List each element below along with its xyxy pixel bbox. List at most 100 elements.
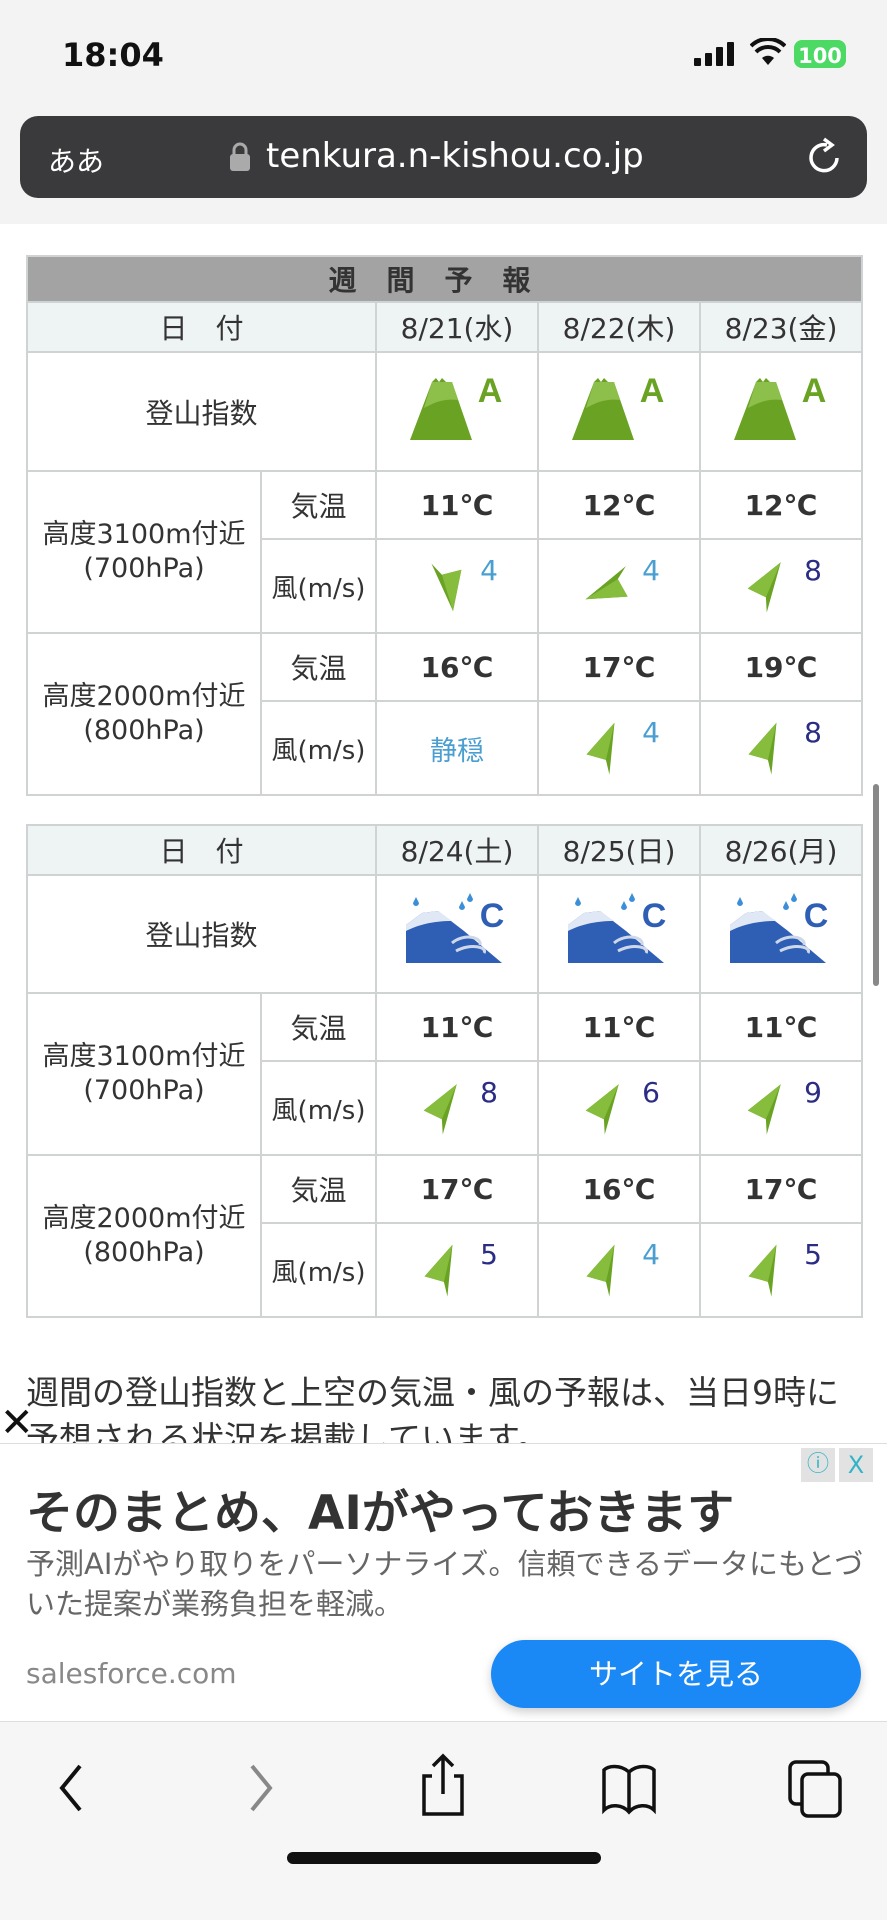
temperature-label: 気温 bbox=[259, 1154, 378, 1224]
share-icon[interactable] bbox=[418, 1752, 468, 1818]
wind-speed: 9 bbox=[804, 1076, 822, 1109]
temperature-row: 高度3100m付近 (700hPa) 気温 11℃ 11℃ 11℃ bbox=[26, 992, 864, 1156]
wind-direction-arrow-icon bbox=[586, 722, 615, 775]
ad-body: 予測AIがやり取りをパーソナライズ。信頼できるデータにもとづいた提案が業務負担を… bbox=[26, 1547, 864, 1621]
wind-cell: 5 bbox=[375, 1222, 540, 1318]
table-title: 週間予報 bbox=[25, 255, 864, 303]
temperature-cell: 11℃ bbox=[375, 470, 539, 540]
altitude-label: 高度2000m付近 (800hPa) bbox=[26, 1154, 262, 1318]
ad-source[interactable]: salesforce.com bbox=[26, 1657, 237, 1690]
wind-cell: 8 bbox=[698, 700, 864, 796]
temperature-cell: 11℃ bbox=[699, 992, 864, 1062]
altitude-label: 高度3100m付近 (700hPa) bbox=[26, 470, 262, 634]
wind-label: 風(m/s) bbox=[259, 1060, 378, 1156]
altitude-name: 高度2000m付近 bbox=[42, 1203, 246, 1234]
wind-cell: 8 bbox=[375, 1060, 540, 1156]
status-time: 18:04 bbox=[62, 36, 164, 74]
temperature-row: 高度2000m付近 (800hPa) 気温 17℃ 16℃ 17℃ bbox=[26, 1154, 864, 1318]
forward-icon[interactable] bbox=[244, 1760, 280, 1816]
temperature-cell: 12℃ bbox=[537, 470, 701, 540]
url-text[interactable]: tenkura.n-kishou.co.jp bbox=[266, 136, 644, 176]
date-label: 日 付 bbox=[26, 301, 377, 353]
wind-row: 風(m/s) 8 6 9 bbox=[27, 1060, 864, 1156]
date-cell: 8/21(水) bbox=[375, 301, 539, 353]
dismiss-ad-x-icon[interactable]: ✕ bbox=[0, 1400, 34, 1446]
address-bar[interactable]: ああ tenkura.n-kishou.co.jp bbox=[20, 116, 867, 198]
wind-direction-arrow-icon bbox=[585, 1084, 619, 1135]
svg-text:C: C bbox=[804, 897, 829, 935]
climbing-index-c-icon: C bbox=[730, 892, 829, 963]
svg-text:C: C bbox=[642, 897, 667, 935]
index-row: 登山指数 C C C bbox=[25, 874, 864, 994]
home-indicator[interactable] bbox=[287, 1852, 601, 1864]
date-cell: 8/23(金) bbox=[698, 301, 864, 353]
altitude-label: 高度3100m付近 (700hPa) bbox=[26, 992, 262, 1156]
visit-site-button[interactable]: サイトを見る bbox=[491, 1640, 861, 1708]
wind-cell: 4 bbox=[537, 700, 701, 796]
temperature-row: 高度3100m付近 (700hPa) 気温 11℃ 12℃ 12℃ bbox=[26, 470, 864, 634]
climbing-index-a-icon: A bbox=[410, 372, 502, 440]
wind-cell: 9 bbox=[699, 1060, 864, 1156]
wind-speed: 5 bbox=[480, 1238, 498, 1271]
climbing-index-a-icon: A bbox=[734, 372, 826, 440]
temperature-cell: 17℃ bbox=[375, 1154, 540, 1224]
temperature-cell: 19℃ bbox=[698, 632, 864, 702]
climbing-index-a-icon: A bbox=[572, 372, 664, 440]
wind-label: 風(m/s) bbox=[260, 538, 377, 634]
wind-direction-arrow-icon bbox=[747, 562, 781, 613]
temperature-cell: 16℃ bbox=[375, 632, 539, 702]
ad-close-icon[interactable]: X bbox=[839, 1448, 873, 1482]
altitude-name: 高度3100m付近 bbox=[42, 1041, 246, 1072]
date-cell: 8/22(木) bbox=[537, 301, 701, 353]
index-label: 登山指数 bbox=[26, 351, 377, 472]
altitude-pressure: (800hPa) bbox=[83, 1237, 205, 1268]
wind-direction-arrow-icon bbox=[423, 1084, 457, 1135]
wind-speed: 4 bbox=[642, 554, 660, 587]
temperature-cell: 11℃ bbox=[375, 992, 540, 1062]
wind-speed: 4 bbox=[480, 554, 498, 587]
text-size-button[interactable]: ああ bbox=[48, 145, 105, 178]
bookmarks-icon[interactable] bbox=[600, 1760, 658, 1816]
wind-cell: 6 bbox=[537, 1060, 702, 1156]
browser-toolbar bbox=[0, 1721, 887, 1920]
wind-direction-arrow-icon bbox=[586, 1244, 615, 1297]
scrollbar[interactable] bbox=[873, 784, 879, 986]
ad-info-icon[interactable]: ⓘ bbox=[801, 1448, 835, 1482]
svg-text:C: C bbox=[480, 897, 505, 935]
wind-direction-arrow-icon bbox=[748, 722, 777, 775]
index-row: 登山指数 A A A bbox=[26, 351, 864, 472]
back-icon[interactable] bbox=[52, 1760, 88, 1816]
wind-speed: 6 bbox=[642, 1076, 660, 1109]
browser-top-area: 18:04 100 ああ tenkura.n-kishou.co.jp bbox=[0, 0, 887, 224]
wind-cell: 5 bbox=[699, 1222, 864, 1318]
date-cell: 8/26(月) bbox=[699, 824, 864, 876]
wind-speed: 8 bbox=[480, 1076, 498, 1109]
climbing-index-c-icon: C bbox=[406, 892, 505, 963]
forecast-table: 日 付 8/24(土) 8/25(日) 8/26(月) 登山指数 C C C 高度3100m付近… bbox=[25, 824, 864, 1318]
ad-headline[interactable]: そのまとめ、AIがやっておきます bbox=[26, 1486, 735, 1541]
wind-speed: 4 bbox=[642, 716, 660, 749]
altitude-label: 高度2000m付近 (800hPa) bbox=[26, 632, 262, 796]
wind-cell: 4 bbox=[537, 538, 701, 634]
wind-cell: 8 bbox=[698, 538, 864, 634]
wind-direction-arrow-icon bbox=[747, 1084, 781, 1135]
wind-direction-arrow-icon bbox=[748, 1244, 777, 1297]
wind-cell: 静穏 bbox=[375, 700, 539, 796]
index-cell: A bbox=[375, 351, 539, 472]
altitude-name: 高度2000m付近 bbox=[42, 681, 246, 712]
date-row: 日 付 8/21(水) 8/22(木) 8/23(金) bbox=[26, 301, 864, 353]
wind-speed: 4 bbox=[642, 1238, 660, 1271]
temperature-cell: 17℃ bbox=[699, 1154, 864, 1224]
temperature-cell: 17℃ bbox=[537, 632, 701, 702]
date-cell: 8/25(日) bbox=[537, 824, 702, 876]
wind-speed: 8 bbox=[804, 554, 822, 587]
altitude-pressure: (700hPa) bbox=[83, 553, 205, 584]
tabs-icon[interactable] bbox=[788, 1760, 844, 1820]
wind-row: 風(m/s) 4 4 8 bbox=[27, 538, 864, 634]
index-cell: C bbox=[375, 874, 540, 994]
reload-icon[interactable] bbox=[805, 136, 845, 178]
forecast-note: 週間の登山指数と上空の気温・風の予報は、当日9時に予想される状況を掲載しています… bbox=[26, 1373, 839, 1443]
wind-speed: 8 bbox=[804, 716, 822, 749]
date-cell: 8/24(土) bbox=[375, 824, 540, 876]
ad-banner[interactable]: ⓘ X そのまとめ、AIがやっておきます 予測AIがやり取りをパーソナライズ。信… bbox=[0, 1443, 887, 1721]
